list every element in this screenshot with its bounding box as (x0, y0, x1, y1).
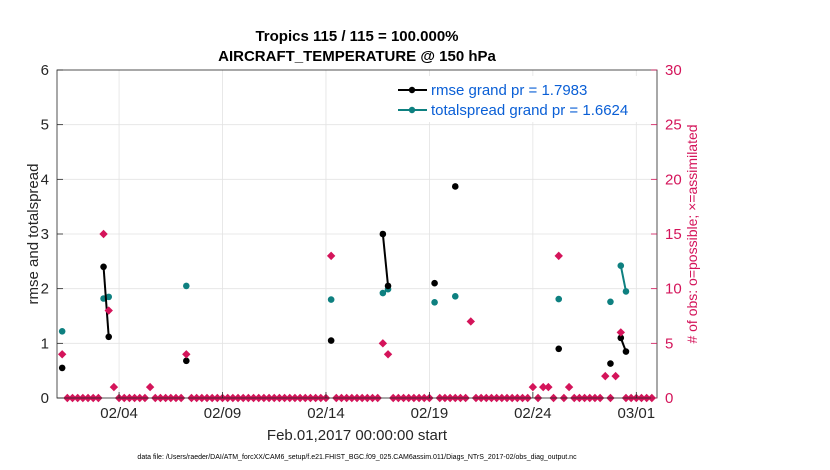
y-left-tick-label: 6 (41, 62, 49, 79)
legend-box (391, 76, 653, 122)
x-tick-label: 02/19 (411, 405, 449, 422)
nobs-point (601, 371, 610, 381)
nobs-point (99, 229, 108, 239)
totalspread-point (327, 296, 335, 303)
rmse-point (384, 282, 392, 290)
totalspread-line (619, 265, 627, 292)
totalspread-point (622, 288, 630, 295)
legend-spread-marker (408, 106, 416, 114)
rmse-point (379, 230, 387, 238)
totalspread-point (58, 328, 66, 335)
nobs-point (616, 328, 625, 337)
totalspread-point (431, 299, 438, 306)
totalspread-point (555, 295, 563, 303)
nobs-point (383, 350, 393, 359)
nobs-point (611, 371, 620, 381)
nobs-point (104, 306, 113, 315)
y-left-tick-label: 1 (41, 335, 49, 352)
rmse-point (622, 348, 630, 355)
grid-lines (57, 70, 657, 398)
legend-spread-label: totalspread grand pr = 1.6624 (431, 102, 628, 119)
nobs-point (182, 350, 191, 359)
totalspread-point (379, 289, 387, 297)
chart-title-line2: AIRCRAFT_TEMPERATURE @ 150 hPa (218, 48, 496, 65)
nobs-point (57, 350, 67, 359)
x-tick-label: 03/01 (618, 405, 656, 422)
y-axis-right-ticks: 0 5 10 15 20 25 30 (651, 62, 682, 407)
totalspread-series (58, 262, 630, 335)
rmse-point (100, 263, 107, 271)
y-left-tick-label: 3 (41, 226, 49, 243)
rmse-point (183, 357, 190, 365)
rmse-series (58, 183, 630, 372)
nobs-point (326, 251, 336, 261)
y-left-tick-label: 4 (41, 171, 49, 188)
y-right-tick-label: 5 (665, 335, 673, 352)
nobs-point (564, 382, 574, 392)
y-axis-right-label: # of obs: o=possible; ×=assimilated (684, 124, 700, 343)
rmse-point (327, 337, 335, 344)
rmse-point (431, 279, 438, 287)
nobs-point (528, 382, 538, 392)
nobs-point (109, 382, 119, 392)
y-axis-left-ticks: 0 1 2 3 4 5 6 (41, 62, 63, 407)
x-tick-label: 02/04 (100, 405, 138, 422)
legend-rmse-label: rmse grand pr = 1.7983 (431, 82, 587, 99)
x-tick-label: 02/09 (204, 405, 242, 422)
nobs-series (57, 109, 657, 403)
rmse-line (381, 233, 390, 287)
rmse-point (58, 364, 66, 372)
data-file-footnote: data file: /Users/raeder/DAI/ATM_forcXX/… (137, 454, 577, 461)
y-right-tick-label: 10 (665, 281, 682, 298)
y-right-tick-label: 30 (665, 62, 682, 79)
totalspread-point (183, 282, 190, 290)
rmse-point (555, 345, 563, 353)
totalspread-point (451, 293, 459, 300)
nobs-point (145, 382, 155, 392)
rmse-point (607, 360, 614, 367)
y-right-tick-label: 25 (665, 117, 682, 134)
nobs-point (544, 382, 553, 392)
chart-title-line1: Tropics 115 / 115 = 100.000% (255, 28, 458, 45)
nobs-point (539, 382, 548, 392)
x-tick-label: 02/24 (514, 405, 552, 422)
totalspread-point (105, 293, 113, 301)
rmse-line (102, 266, 110, 337)
rmse-point (617, 334, 625, 342)
y-left-tick-label: 0 (41, 390, 49, 407)
y-axis-left-label: rmse and totalspread (25, 164, 42, 305)
nobs-point (554, 251, 563, 261)
nobs-point (466, 317, 475, 326)
rmse-point (105, 333, 113, 341)
x-axis-label: Feb.01,2017 00:00:00 start (267, 427, 448, 444)
y-right-tick-label: 0 (665, 390, 673, 407)
x-tick-label: 02/14 (307, 405, 345, 422)
legend-rmse-marker (408, 86, 416, 94)
y-right-tick-label: 15 (665, 226, 682, 243)
nobs-point (378, 339, 388, 348)
y-left-tick-label: 2 (41, 281, 49, 298)
rmse-point (451, 183, 459, 190)
y-left-tick-label: 5 (41, 117, 49, 134)
y-right-tick-label: 20 (665, 171, 682, 188)
legend: rmse grand pr = 1.7983 totalspread grand… (391, 76, 653, 122)
x-axis-ticks: 02/04 02/09 02/14 02/19 02/24 03/01 (100, 392, 655, 422)
totalspread-point (607, 298, 614, 306)
totalspread-point (617, 262, 625, 270)
